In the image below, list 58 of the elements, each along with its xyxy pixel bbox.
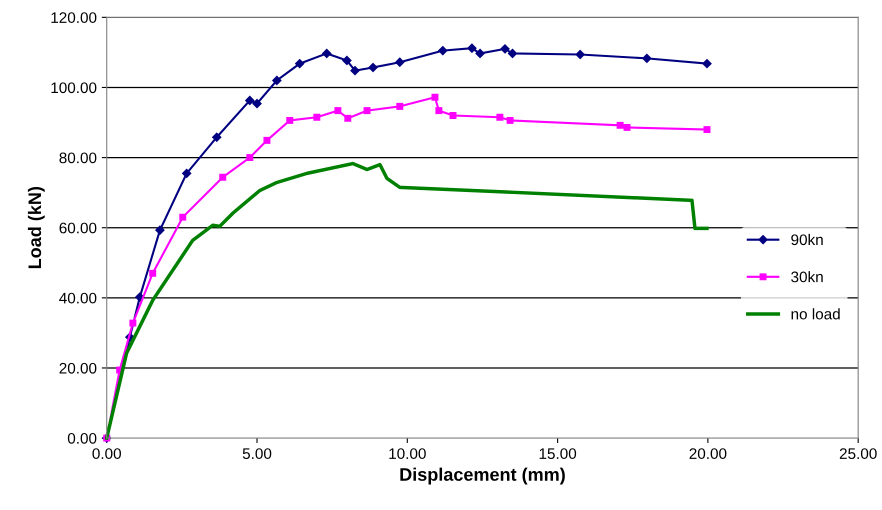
point <box>334 107 342 114</box>
point <box>286 116 294 124</box>
point <box>155 226 165 235</box>
point <box>295 59 304 68</box>
point <box>702 59 712 68</box>
x-tick-label: 5.00 <box>242 448 272 460</box>
y-tick-label: 20.00 <box>60 362 96 374</box>
point <box>322 48 332 58</box>
point <box>246 154 254 162</box>
point <box>395 58 404 67</box>
point <box>219 174 226 181</box>
point <box>642 54 652 63</box>
y-axis-title: Load (kN) <box>28 186 45 268</box>
y-tick-label: 80.00 <box>59 152 96 164</box>
point <box>508 48 518 58</box>
point <box>350 66 360 76</box>
point <box>496 114 504 121</box>
point <box>212 132 222 142</box>
point <box>435 107 442 114</box>
point <box>438 46 448 56</box>
point <box>263 136 270 144</box>
point <box>245 96 254 106</box>
legend-label: 90kn <box>791 234 823 246</box>
x-axis-title: Displacement (mm) <box>400 468 565 484</box>
x-tick-label: 25.00 <box>840 448 877 460</box>
point <box>500 44 510 54</box>
point <box>704 126 710 134</box>
point <box>313 114 320 121</box>
x-tick-label: 0.00 <box>92 448 121 460</box>
legend-label: no load <box>792 308 840 320</box>
point <box>431 94 438 101</box>
legend-label: 30kn <box>791 271 823 282</box>
point <box>344 114 352 122</box>
point <box>149 270 156 277</box>
point <box>129 320 136 327</box>
y-tick-label: 60.00 <box>60 222 96 234</box>
point <box>368 62 378 72</box>
point <box>576 50 585 60</box>
point <box>396 102 404 110</box>
point <box>467 44 477 53</box>
x-tick-label: 15.00 <box>540 448 576 460</box>
y-tick-label: 40.00 <box>59 292 96 304</box>
point <box>624 124 631 131</box>
x-tick-label: 10.00 <box>389 448 426 460</box>
point <box>475 48 485 58</box>
point <box>179 214 186 221</box>
y-tick-label: 0.00 <box>68 432 96 444</box>
point <box>182 168 192 178</box>
point <box>450 112 456 119</box>
point <box>342 56 352 66</box>
y-tick-label: 120.00 <box>51 12 96 24</box>
point <box>272 76 282 86</box>
point <box>364 107 370 114</box>
point <box>506 116 514 124</box>
point <box>616 122 624 129</box>
point <box>252 98 262 108</box>
x-tick-label: 20.00 <box>690 448 726 460</box>
y-tick-label: 100.00 <box>51 82 96 94</box>
